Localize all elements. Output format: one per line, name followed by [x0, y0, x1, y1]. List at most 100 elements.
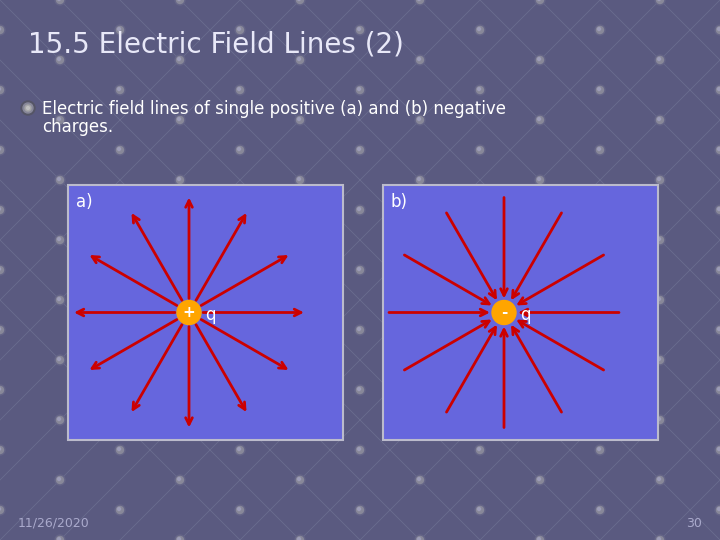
- Circle shape: [418, 477, 420, 481]
- Circle shape: [415, 0, 425, 5]
- Text: Electric field lines of single positive (a) and (b) negative: Electric field lines of single positive …: [42, 100, 506, 118]
- FancyBboxPatch shape: [383, 185, 658, 440]
- Circle shape: [0, 145, 5, 155]
- Circle shape: [297, 298, 300, 300]
- Circle shape: [297, 117, 304, 124]
- Circle shape: [415, 115, 425, 125]
- Circle shape: [236, 387, 243, 394]
- Circle shape: [657, 117, 664, 124]
- Circle shape: [236, 327, 243, 334]
- Circle shape: [115, 445, 125, 455]
- Circle shape: [416, 476, 423, 483]
- Circle shape: [596, 507, 603, 514]
- Circle shape: [475, 445, 485, 455]
- Text: -: -: [501, 305, 507, 320]
- Text: 30: 30: [686, 517, 702, 530]
- Circle shape: [718, 147, 720, 151]
- Circle shape: [358, 147, 361, 151]
- Circle shape: [477, 207, 480, 211]
- Circle shape: [477, 448, 480, 450]
- Circle shape: [358, 267, 361, 271]
- Circle shape: [596, 86, 603, 93]
- Circle shape: [657, 178, 660, 180]
- Circle shape: [655, 415, 665, 425]
- Circle shape: [596, 327, 603, 334]
- Circle shape: [358, 28, 361, 30]
- Circle shape: [178, 178, 181, 180]
- Circle shape: [477, 447, 484, 454]
- Circle shape: [58, 118, 60, 120]
- Circle shape: [55, 475, 65, 485]
- Circle shape: [477, 87, 480, 91]
- Circle shape: [295, 355, 305, 365]
- Circle shape: [117, 327, 120, 330]
- Circle shape: [538, 118, 541, 120]
- Circle shape: [416, 57, 423, 64]
- Circle shape: [418, 537, 420, 540]
- Circle shape: [715, 145, 720, 155]
- Circle shape: [175, 55, 185, 65]
- Circle shape: [718, 508, 720, 510]
- Circle shape: [115, 85, 125, 95]
- Text: q: q: [205, 306, 215, 323]
- Circle shape: [655, 115, 665, 125]
- Circle shape: [358, 508, 361, 510]
- Circle shape: [0, 447, 4, 454]
- Circle shape: [718, 327, 720, 330]
- Circle shape: [598, 267, 600, 271]
- Circle shape: [716, 146, 720, 153]
- Circle shape: [175, 355, 185, 365]
- Circle shape: [117, 86, 124, 93]
- Circle shape: [56, 0, 63, 3]
- Circle shape: [297, 177, 304, 184]
- Circle shape: [598, 327, 600, 330]
- Circle shape: [55, 235, 65, 245]
- Circle shape: [535, 355, 545, 365]
- Circle shape: [718, 28, 720, 30]
- Circle shape: [55, 115, 65, 125]
- Circle shape: [55, 415, 65, 425]
- Circle shape: [115, 265, 125, 275]
- Circle shape: [238, 508, 240, 510]
- Circle shape: [117, 388, 120, 390]
- Circle shape: [0, 85, 5, 95]
- Circle shape: [477, 327, 480, 330]
- Circle shape: [356, 86, 364, 93]
- Circle shape: [297, 537, 300, 540]
- Circle shape: [716, 267, 720, 273]
- Circle shape: [655, 55, 665, 65]
- Circle shape: [0, 387, 4, 394]
- Circle shape: [716, 447, 720, 454]
- Circle shape: [297, 477, 300, 481]
- Circle shape: [297, 356, 304, 363]
- Circle shape: [356, 327, 364, 334]
- Circle shape: [238, 388, 240, 390]
- Circle shape: [596, 26, 603, 33]
- Circle shape: [536, 57, 544, 64]
- Circle shape: [355, 325, 365, 335]
- Circle shape: [235, 85, 245, 95]
- Circle shape: [477, 147, 480, 151]
- Circle shape: [238, 28, 240, 30]
- Circle shape: [536, 117, 544, 124]
- Circle shape: [657, 238, 660, 240]
- Circle shape: [117, 207, 120, 211]
- Circle shape: [657, 177, 664, 184]
- Circle shape: [598, 28, 600, 30]
- Circle shape: [657, 477, 660, 481]
- Circle shape: [657, 57, 660, 60]
- Circle shape: [55, 175, 65, 185]
- Circle shape: [716, 86, 720, 93]
- Circle shape: [535, 295, 545, 305]
- Circle shape: [418, 417, 420, 421]
- Circle shape: [415, 475, 425, 485]
- Circle shape: [238, 267, 240, 271]
- Circle shape: [117, 448, 120, 450]
- Circle shape: [175, 175, 185, 185]
- Circle shape: [175, 0, 185, 5]
- Text: a): a): [76, 193, 93, 211]
- Circle shape: [477, 28, 480, 30]
- Circle shape: [55, 55, 65, 65]
- Circle shape: [117, 26, 124, 33]
- Circle shape: [355, 505, 365, 515]
